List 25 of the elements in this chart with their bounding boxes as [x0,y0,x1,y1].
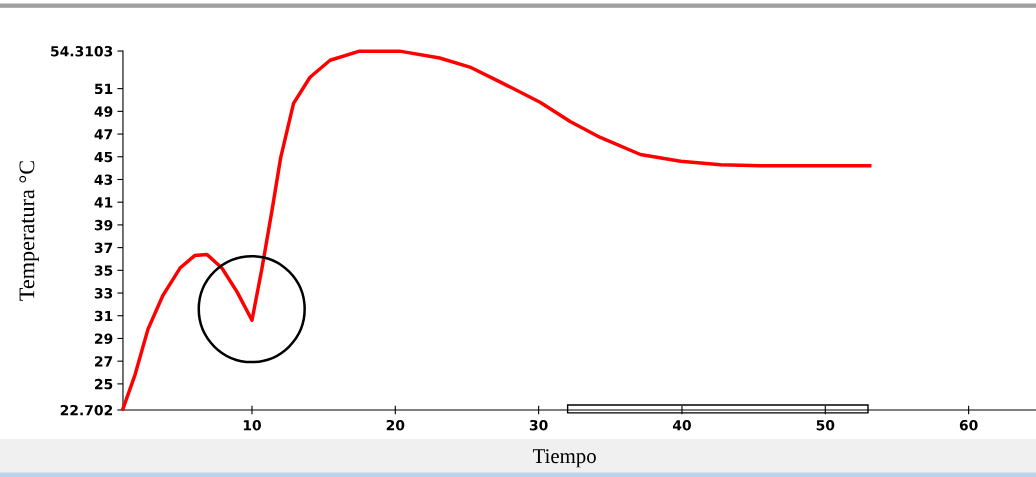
y-tick-label: 41 [94,197,113,208]
y-tick-label: 43 [94,174,113,185]
y-tick-label: 47 [94,129,113,140]
x-tick-label: 40 [672,419,691,431]
y-tick-label: 54.3103 [51,46,113,57]
y-tick-label: 35 [94,265,113,276]
y-tick-label: 33 [94,288,113,299]
y-tick-label: 27 [95,356,113,367]
y-tick-label: 51 [95,83,113,95]
y-tick-label: 45 [94,151,113,163]
x-tick-label: 50 [816,419,835,431]
y-tick-label: 39 [94,219,113,231]
y-tick-label: 37 [94,242,113,254]
y-tick-label: 29 [95,333,113,344]
x-tick-label: 10 [243,419,261,431]
x-tick-label: 20 [386,419,405,431]
y-tick-label: 25 [95,378,113,390]
y-axis-title: Temperatura °C [19,161,39,301]
line-series [121,49,872,411]
x-tick-label: 60 [959,419,978,431]
x-tick-label: 30 [529,419,548,431]
x-axis-title: Tiempo [532,449,596,468]
y-tick-label: 22.702 [60,404,113,416]
y-tick-label: 49 [94,106,113,117]
y-tick-label: 31 [94,310,113,322]
